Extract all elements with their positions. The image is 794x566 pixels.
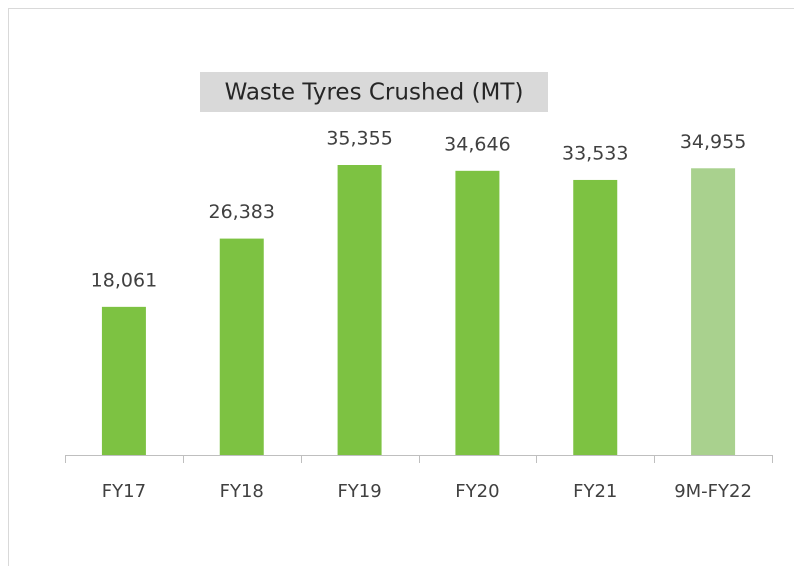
data-label: 34,955: [680, 131, 746, 153]
title-box: [200, 72, 548, 112]
data-label: 33,533: [562, 142, 628, 164]
bar: [691, 168, 736, 455]
x-tick-label: FY17: [102, 481, 146, 502]
bar: [101, 306, 146, 455]
data-label: 18,061: [91, 269, 157, 291]
bar: [455, 170, 500, 455]
bar: [337, 165, 382, 455]
bar: [219, 238, 264, 455]
bar: [573, 179, 618, 455]
chart-frame: [8, 8, 794, 566]
chart-title: Waste Tyres Crushed (MT): [225, 80, 524, 106]
data-label: 34,646: [444, 133, 510, 155]
x-tick-label: FY20: [455, 481, 499, 502]
x-tick-label: FY19: [337, 481, 381, 502]
data-label: 26,383: [209, 201, 275, 223]
x-tick-label: 9M-FY22: [674, 481, 752, 502]
x-tick-label: FY18: [220, 481, 264, 502]
data-label: 35,355: [326, 128, 392, 150]
x-tick-label: FY21: [573, 481, 617, 502]
